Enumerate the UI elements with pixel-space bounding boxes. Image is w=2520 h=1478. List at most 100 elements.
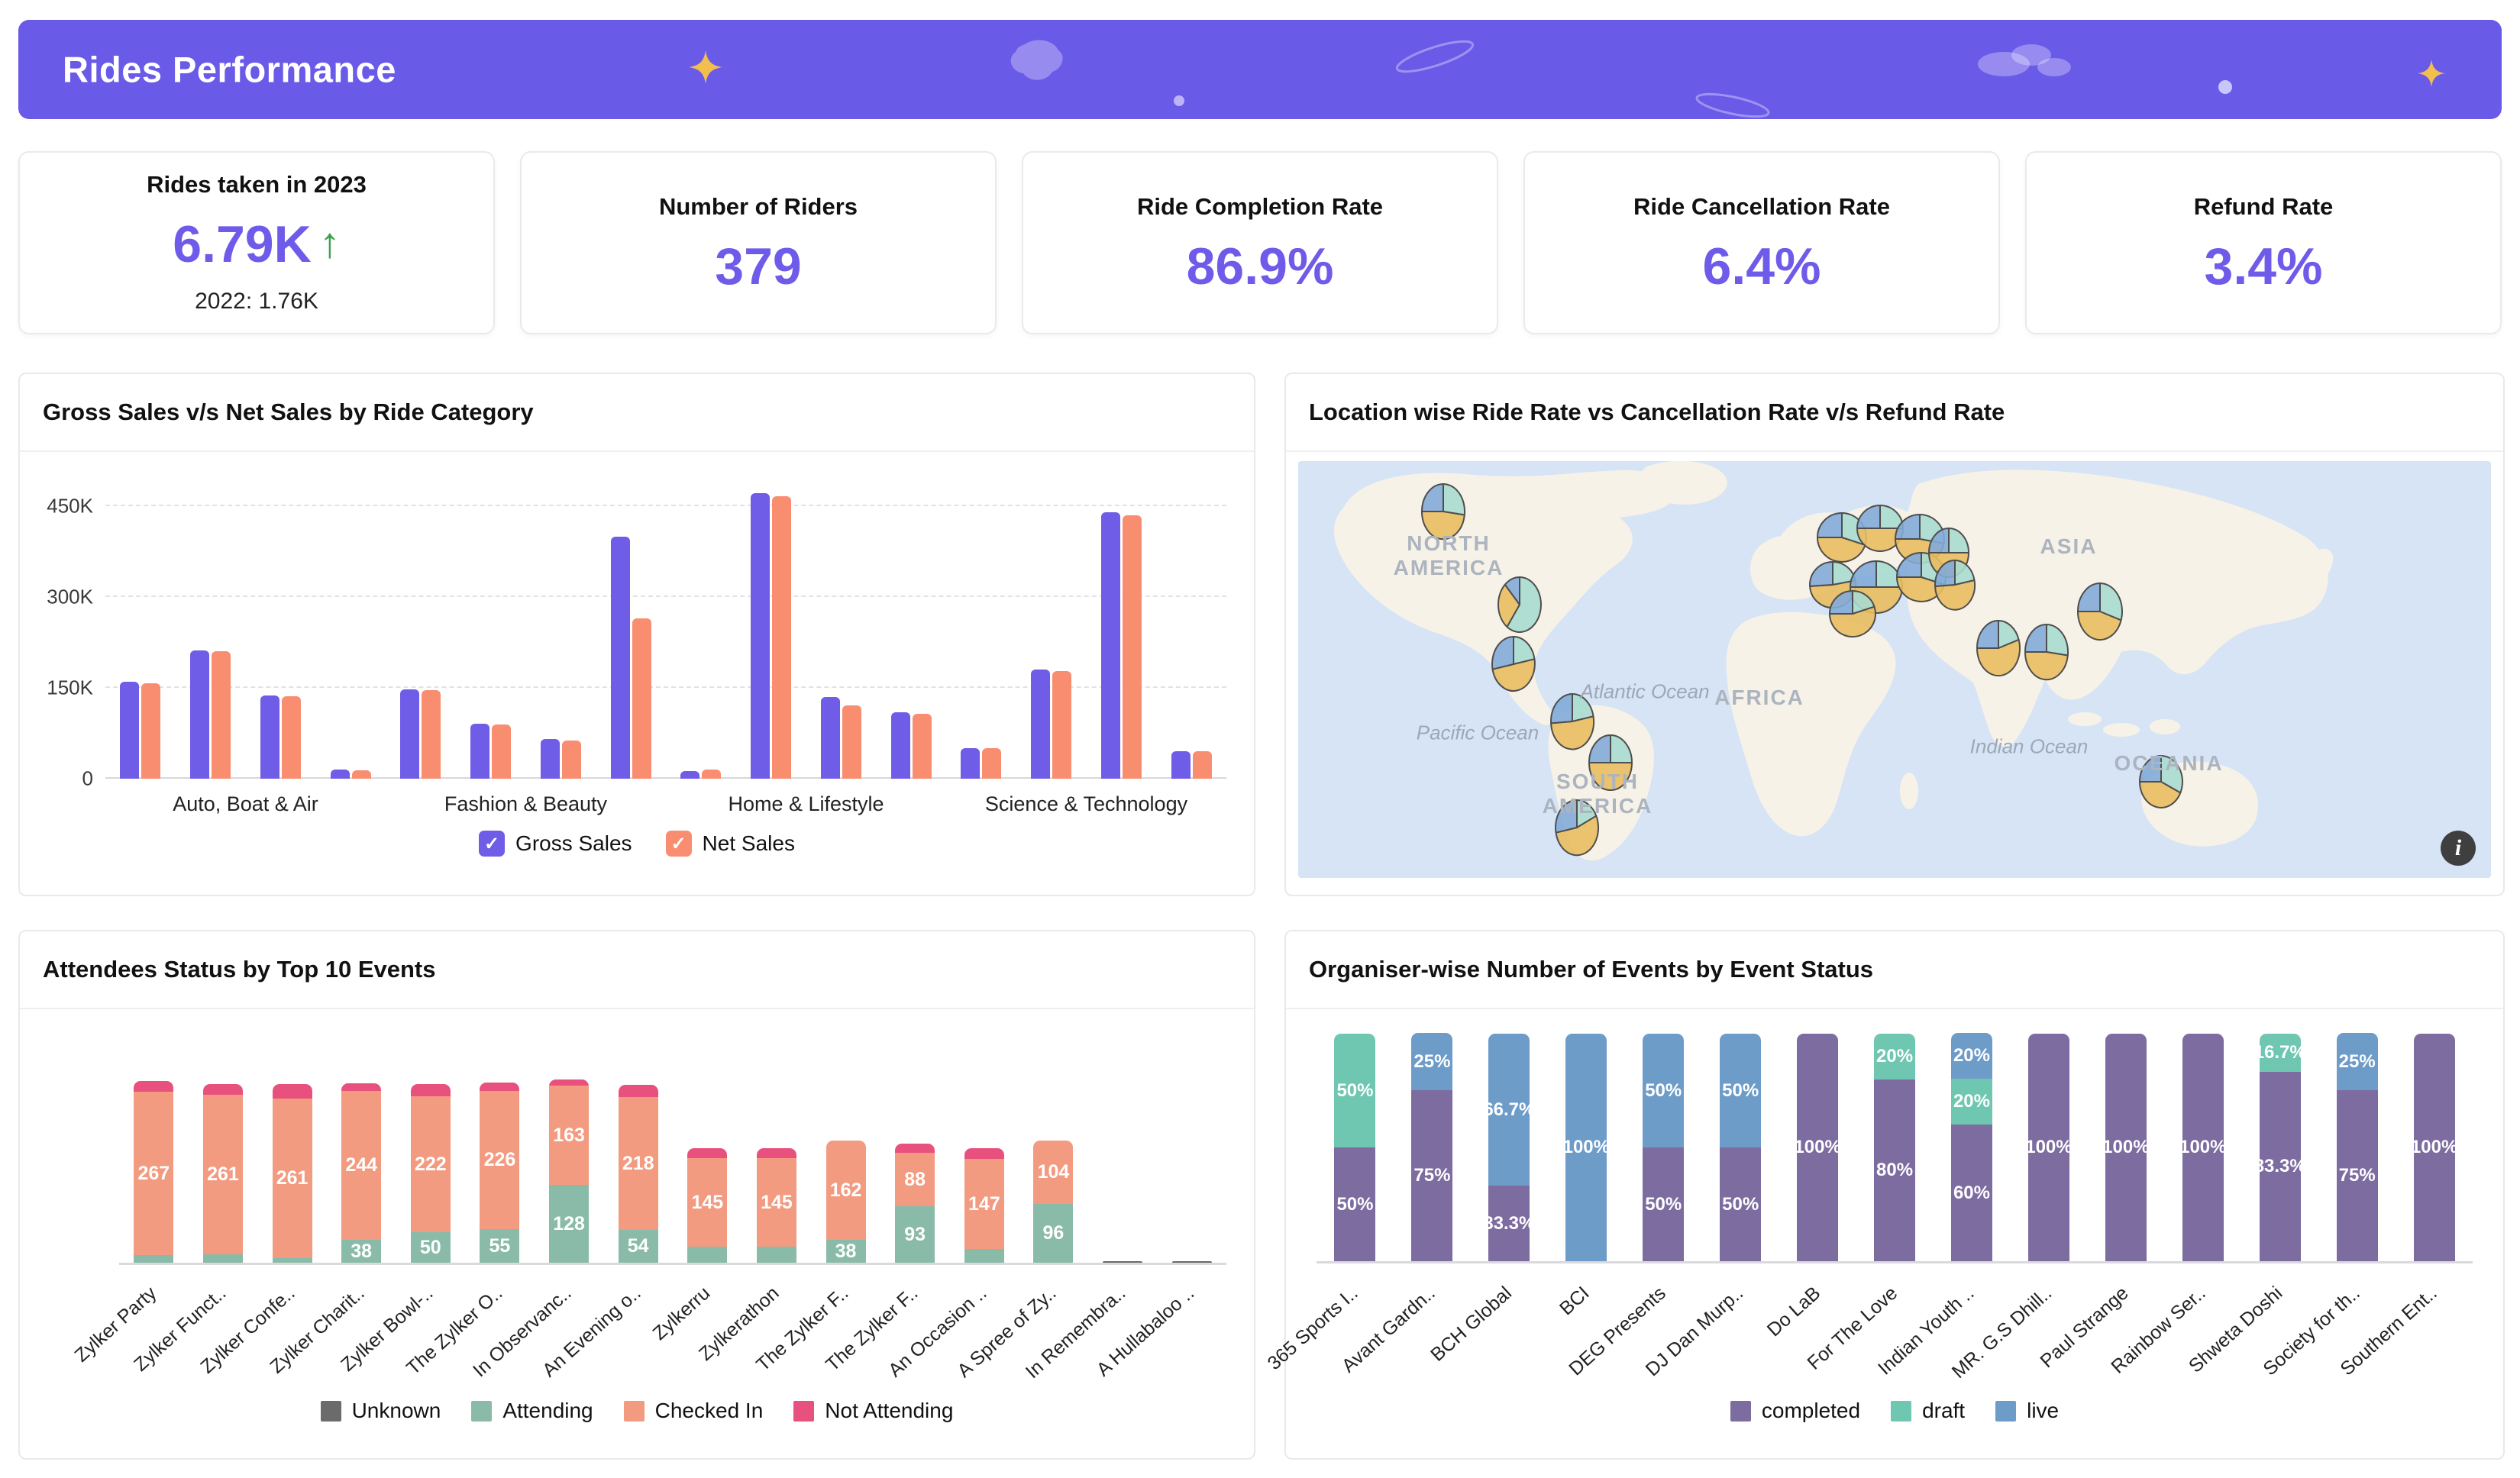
gross-sales-bar[interactable] — [1031, 670, 1051, 779]
segment-completed[interactable]: 60% — [1950, 1125, 1992, 1261]
segment-not_attending[interactable] — [549, 1079, 590, 1086]
segment-checked_in[interactable]: 218 — [618, 1097, 658, 1230]
stacked-bar[interactable]: 261 — [202, 1084, 243, 1263]
stacked-bar[interactable]: 145 — [687, 1148, 728, 1263]
location-pie[interactable] — [1817, 512, 1867, 563]
segment-live[interactable]: 100% — [1565, 1034, 1607, 1261]
gross-sales-bar[interactable] — [610, 537, 630, 779]
checkbox-checked-icon[interactable] — [665, 831, 692, 857]
gross-sales-bar[interactable] — [751, 493, 771, 779]
segment-checked_in[interactable]: 261 — [202, 1095, 243, 1254]
net-sales-bar[interactable] — [842, 705, 861, 779]
segment-not_attending[interactable] — [410, 1084, 451, 1096]
pie-slice[interactable] — [1588, 762, 1633, 791]
stacked-bar[interactable]: 104 96 — [1033, 1141, 1074, 1263]
gross-sales-bar[interactable] — [820, 697, 840, 779]
pie-slice[interactable] — [2160, 755, 2183, 794]
world-map[interactable]: NORTH AMERICA ASIA AFRICA SOUTH AMERICA OCEANI… — [1298, 461, 2491, 878]
pie-slice[interactable] — [1895, 514, 1921, 540]
legend-item-live[interactable]: live — [1995, 1399, 2059, 1423]
gross-sales-bar[interactable] — [120, 682, 140, 779]
net-sales-bar[interactable] — [422, 690, 441, 779]
segment-attending[interactable]: 55 — [480, 1229, 520, 1263]
location-pie[interactable] — [1588, 734, 1633, 791]
net-sales-bar[interactable] — [772, 496, 792, 779]
pie-slice[interactable] — [1420, 511, 1465, 541]
pie-slice[interactable] — [1954, 560, 1976, 586]
segment-not_attending[interactable] — [756, 1148, 796, 1158]
legend-item-checked-in[interactable]: Checked In — [623, 1399, 763, 1423]
segment-not_attending[interactable] — [480, 1083, 520, 1091]
location-pie[interactable] — [1934, 560, 1976, 611]
segment-not_attending[interactable] — [964, 1148, 1004, 1159]
gross-sales-bar[interactable] — [190, 650, 210, 779]
stacked-bar[interactable]: 100% — [1565, 1034, 1607, 1261]
pie-slice[interactable] — [1550, 693, 1573, 724]
pie-slice[interactable] — [2099, 582, 2123, 621]
legend-item-draft[interactable]: draft — [1891, 1399, 1965, 1423]
legend-item-completed[interactable]: completed — [1730, 1399, 1860, 1423]
pie-slice[interactable] — [1934, 560, 1956, 587]
pie-slice[interactable] — [2077, 611, 2122, 641]
stacked-bar[interactable]: 100% — [1797, 1034, 1839, 1261]
gross-sales-bar[interactable] — [260, 695, 279, 779]
segment-completed[interactable]: 83.3% — [2259, 1072, 2301, 1261]
net-sales-bar[interactable] — [1122, 515, 1142, 779]
segment-not_attending[interactable] — [687, 1148, 728, 1158]
location-pie[interactable] — [2077, 582, 2123, 641]
pie-slice[interactable] — [1555, 815, 1600, 857]
pie-slice[interactable] — [2024, 651, 2069, 681]
stacked-bar[interactable]: 218 54 — [618, 1085, 658, 1263]
pie-slice[interactable] — [1829, 590, 1853, 615]
segment-checked_in[interactable]: 147 — [964, 1159, 1004, 1249]
stacked-bar[interactable]: 66.7% 33.3% — [1488, 1034, 1530, 1261]
segment-live[interactable]: 20% — [1950, 1033, 1992, 1079]
segment-draft[interactable]: 20% — [1874, 1034, 1916, 1079]
segment-draft[interactable]: 50% — [1334, 1034, 1376, 1147]
net-sales-bar[interactable] — [982, 748, 1002, 779]
segment-checked_in[interactable]: 261 — [272, 1099, 312, 1258]
pie-slice[interactable] — [1817, 512, 1843, 538]
segment-checked_in[interactable]: 104 — [1033, 1141, 1074, 1204]
segment-completed[interactable]: 100% — [2027, 1034, 2069, 1261]
segment-checked_in[interactable]: 267 — [134, 1092, 174, 1255]
info-icon[interactable]: i — [2441, 831, 2476, 866]
segment-checked_in[interactable]: 145 — [756, 1158, 796, 1247]
stacked-bar[interactable] — [1171, 1261, 1212, 1263]
pie-slice[interactable] — [2139, 781, 2182, 808]
stacked-bar[interactable]: 226 55 — [480, 1083, 520, 1263]
stacked-bar[interactable]: 100% — [2413, 1034, 2455, 1261]
location-pie[interactable] — [2139, 755, 2183, 808]
stacked-bar[interactable]: 25% 75% — [2336, 1033, 2378, 1261]
segment-attending[interactable]: 38 — [341, 1240, 382, 1263]
net-sales-bar[interactable] — [561, 741, 581, 779]
pie-slice[interactable] — [1850, 560, 1877, 588]
stacked-bar[interactable]: 145 — [756, 1148, 796, 1263]
segment-checked_in[interactable]: 162 — [825, 1141, 866, 1240]
location-pie[interactable] — [1555, 799, 1600, 857]
segment-attending[interactable]: 128 — [549, 1185, 590, 1263]
legend-item-gross-sales[interactable]: Gross Sales — [479, 831, 632, 857]
gross-sales-bar[interactable] — [470, 724, 490, 779]
segment-not_attending[interactable] — [202, 1084, 243, 1095]
segment-unknown[interactable] — [1171, 1261, 1212, 1263]
segment-live[interactable]: 50% — [1643, 1034, 1685, 1147]
pie-slice[interactable] — [1588, 734, 1611, 763]
net-sales-bar[interactable] — [1052, 671, 1072, 779]
stacked-bar[interactable]: 20% 20% 60% — [1950, 1033, 1992, 1261]
segment-draft[interactable]: 20% — [1950, 1079, 1992, 1125]
segment-attending[interactable] — [202, 1254, 243, 1263]
location-pie[interactable] — [1828, 590, 1876, 637]
pie-slice[interactable] — [2077, 582, 2101, 612]
segment-live[interactable]: 50% — [1720, 1034, 1762, 1147]
net-sales-bar[interactable] — [281, 696, 301, 779]
segment-not_attending[interactable] — [134, 1081, 174, 1092]
stacked-bar[interactable]: 100% — [2105, 1034, 2147, 1261]
location-pie[interactable] — [1809, 560, 1857, 609]
stacked-bar[interactable]: 50% 50% — [1720, 1034, 1762, 1261]
net-sales-bar[interactable] — [141, 683, 161, 779]
pie-slice[interactable] — [1443, 483, 1466, 516]
segment-attending[interactable]: 50 — [410, 1232, 451, 1263]
segment-unknown[interactable] — [1103, 1261, 1143, 1263]
pie-slice[interactable] — [2139, 755, 2162, 783]
